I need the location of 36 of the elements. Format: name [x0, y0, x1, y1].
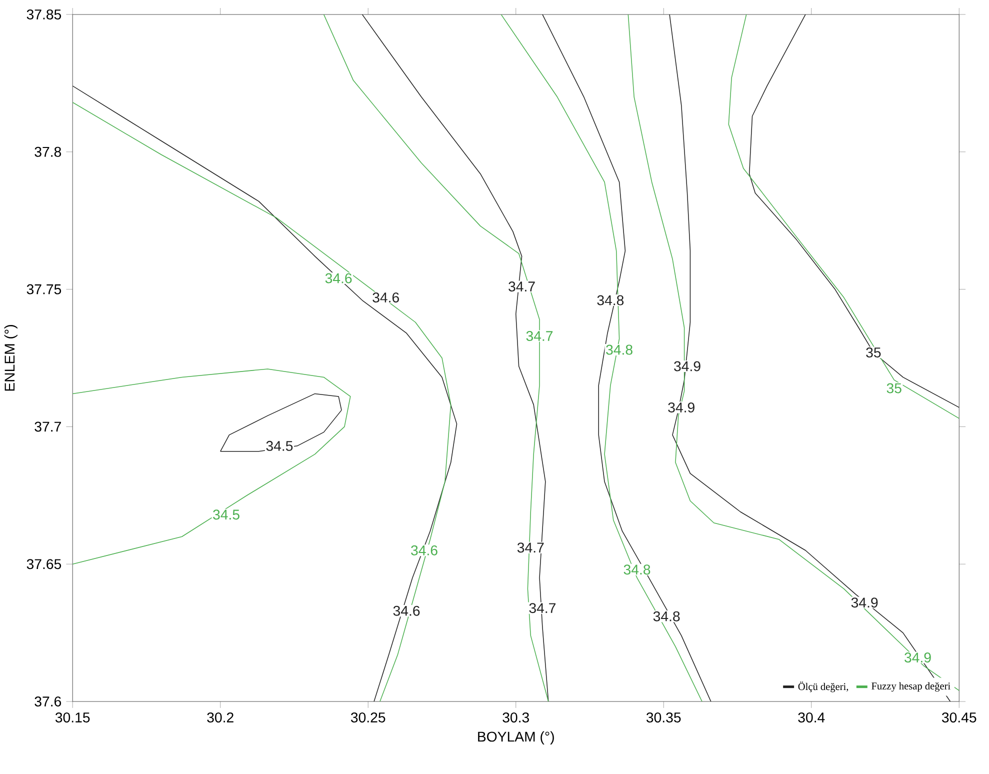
annotation: 34.6 [393, 606, 420, 616]
legend-label: Fuzzy hesap değeri [872, 682, 950, 692]
annotation: 34.7 [526, 331, 553, 342]
y-tick-label: 37.6 [34, 696, 62, 707]
annotation: 34.9 [851, 598, 878, 608]
annotation: 34.5 [213, 510, 240, 520]
annotation: 34.7 [517, 542, 544, 553]
annotation: 35 [886, 383, 902, 394]
legend-label: Ölçü değeri, [798, 682, 848, 692]
annotation: 34.9 [904, 652, 931, 663]
annotation: 34.7 [529, 603, 556, 614]
annotation: 34.5 [266, 441, 293, 452]
x-tick-label: 30.25 [350, 712, 386, 723]
annotation: 34.8 [624, 564, 650, 575]
y-tick-label: 37.8 [34, 146, 62, 157]
annotation: 34.7 [508, 282, 535, 292]
annotation: 34.6 [372, 292, 399, 303]
annotation: 34.8 [606, 344, 632, 355]
annotation: 34.6 [411, 545, 438, 556]
x-axis-title: BOYLAM (°) [478, 731, 554, 745]
annotation: 34.8 [597, 295, 624, 306]
y-axis-title: ENLEM (°) [4, 325, 18, 391]
x-tick-label: 30.2 [207, 712, 234, 723]
x-tick-label: 30.3 [502, 712, 529, 723]
y-tick-label: 37.7 [34, 422, 61, 432]
x-tick-label: 30.45 [942, 712, 976, 723]
x-tick-label: 30.4 [798, 712, 825, 723]
annotation: 34.9 [668, 402, 694, 413]
y-tick-label: 37.65 [26, 559, 62, 570]
x-tick-label: 30.35 [646, 712, 681, 723]
annotation: 34.8 [653, 611, 680, 622]
annotation: 34.9 [674, 361, 700, 372]
y-tick-label: 37.85 [26, 10, 62, 20]
x-tick-label: 30.15 [55, 712, 90, 723]
annotation: 34.6 [325, 273, 352, 284]
y-tick-label: 37.75 [26, 284, 62, 294]
